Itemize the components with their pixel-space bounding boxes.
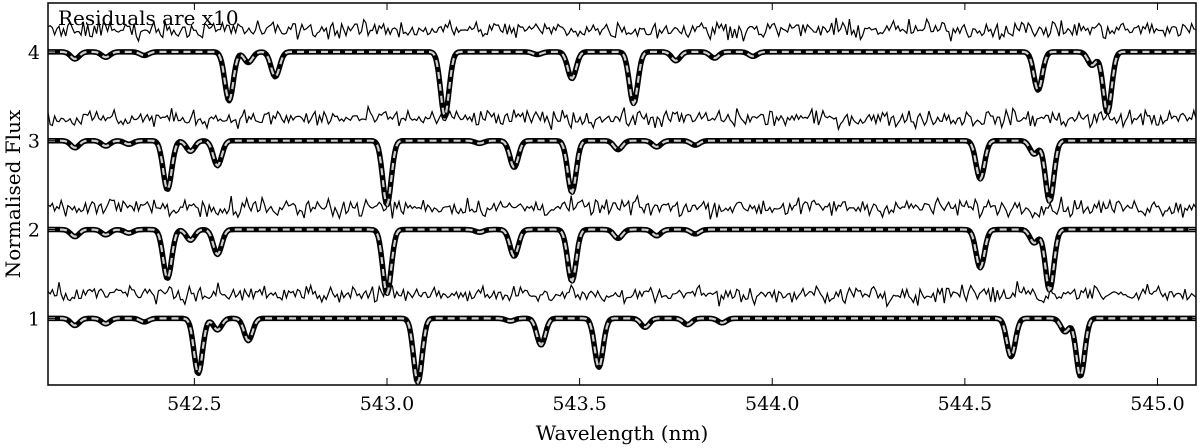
observed-spectrum-3 [46,137,1198,208]
y-tick-label: 4 [28,42,40,64]
model-spectrum-3 [48,139,1196,207]
spectrum-2 [46,193,1198,297]
model-spectrum-4 [48,50,1196,119]
model-spectrum-2 [48,228,1196,296]
residual-line-1 [47,281,1197,309]
plot-frame [47,2,1197,386]
x-tick-label: 545.0 [1130,393,1184,415]
x-tick-label: 544.5 [938,393,992,415]
x-axis-label: Wavelength (nm) [536,421,709,445]
spectrum-1 [46,281,1198,386]
spectrum-3 [46,104,1198,208]
plot-area [46,17,1198,386]
y-tick-label: 3 [28,131,40,153]
x-tick-label: 543.5 [552,393,606,415]
residual-line-2 [47,193,1197,221]
residuals-annotation: Residuals are x10 [58,6,239,30]
residual-line-3 [47,104,1197,132]
x-tick-label: 544.0 [745,393,799,415]
observed-spectrum-2 [46,226,1198,297]
x-tick-label: 542.5 [167,393,221,415]
residual-line-4 [47,17,1197,43]
model-spectrum-1 [48,317,1196,385]
y-tick-label: 1 [28,308,40,330]
x-tick-label: 543.0 [360,393,414,415]
y-tick-label: 2 [28,220,40,242]
observed-spectrum-1 [46,315,1198,386]
observed-spectrum-4 [46,49,1198,119]
y-axis-label: Normalised Flux [1,109,25,278]
axis-ticks: 542.5 543.0 543.5 544.0 544.5 545.0 1 2 3 4 [28,3,1196,415]
spectrum-4 [46,17,1198,119]
